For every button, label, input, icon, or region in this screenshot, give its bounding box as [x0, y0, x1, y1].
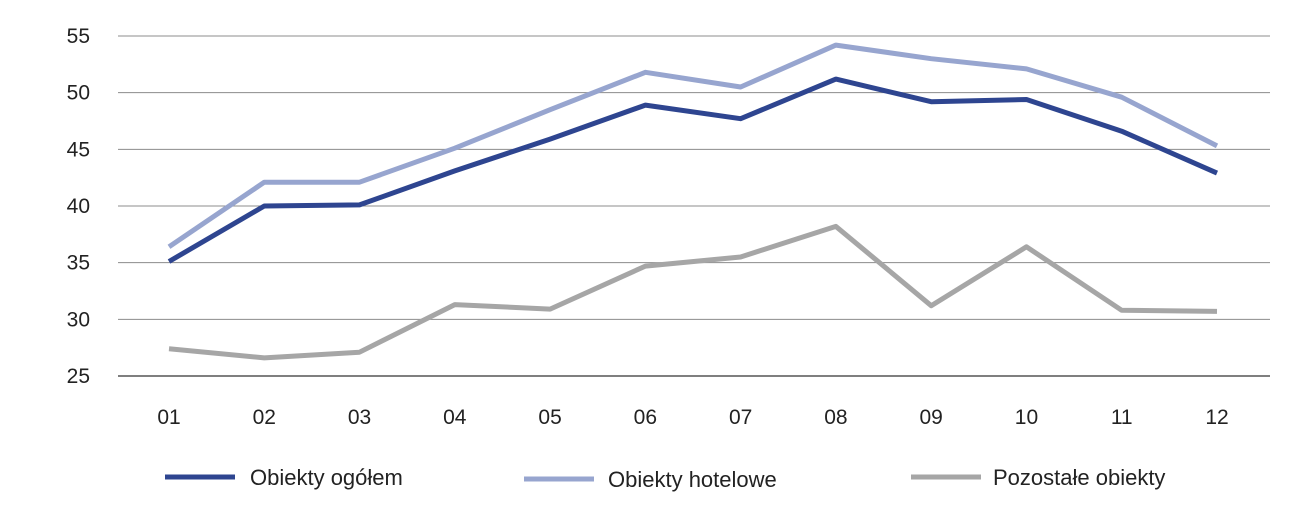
legend-label-obiekty-ogolem: Obiekty ogółem	[250, 465, 403, 490]
x-tick-label: 03	[348, 406, 371, 429]
series-line-0	[167, 76, 1219, 264]
x-tick-label: 01	[157, 406, 180, 429]
y-tick-label: 55	[67, 25, 90, 48]
x-tick-label: 10	[1015, 406, 1038, 429]
x-tick-label: 11	[1111, 406, 1133, 429]
legend-label-pozostale-obiekty: Pozostałe obiekty	[993, 465, 1165, 490]
x-tick-label: 04	[443, 406, 467, 429]
y-tick-label: 40	[67, 195, 90, 218]
x-tick-label: 08	[824, 406, 847, 429]
series-line-2	[168, 223, 1218, 361]
y-tick-label: 25	[67, 365, 90, 388]
x-tick-label: 06	[634, 406, 657, 429]
series-lines	[167, 42, 1219, 361]
y-tick-label: 35	[67, 252, 90, 275]
y-tick-label: 50	[67, 82, 90, 105]
x-tick-label: 09	[920, 406, 943, 429]
legend-label-obiekty-hotelowe: Obiekty hotelowe	[608, 467, 777, 492]
legend: Obiekty ogółem Obiekty hotelowe Pozostał…	[165, 465, 1165, 492]
series-line-1	[167, 42, 1219, 249]
y-tick-label: 30	[67, 308, 90, 331]
x-tick-label: 12	[1205, 406, 1228, 429]
x-tick-label: 02	[253, 406, 276, 429]
y-tick-label: 45	[67, 138, 90, 161]
x-tick-label: 05	[538, 406, 561, 429]
x-tick-label: 07	[729, 406, 752, 429]
x-axis-tick-labels: 01 02 03 04 05 06 07 08 09 10 11 12	[157, 406, 1228, 429]
y-axis-tick-labels: 25 30 35 40 45 50 55	[67, 25, 90, 388]
